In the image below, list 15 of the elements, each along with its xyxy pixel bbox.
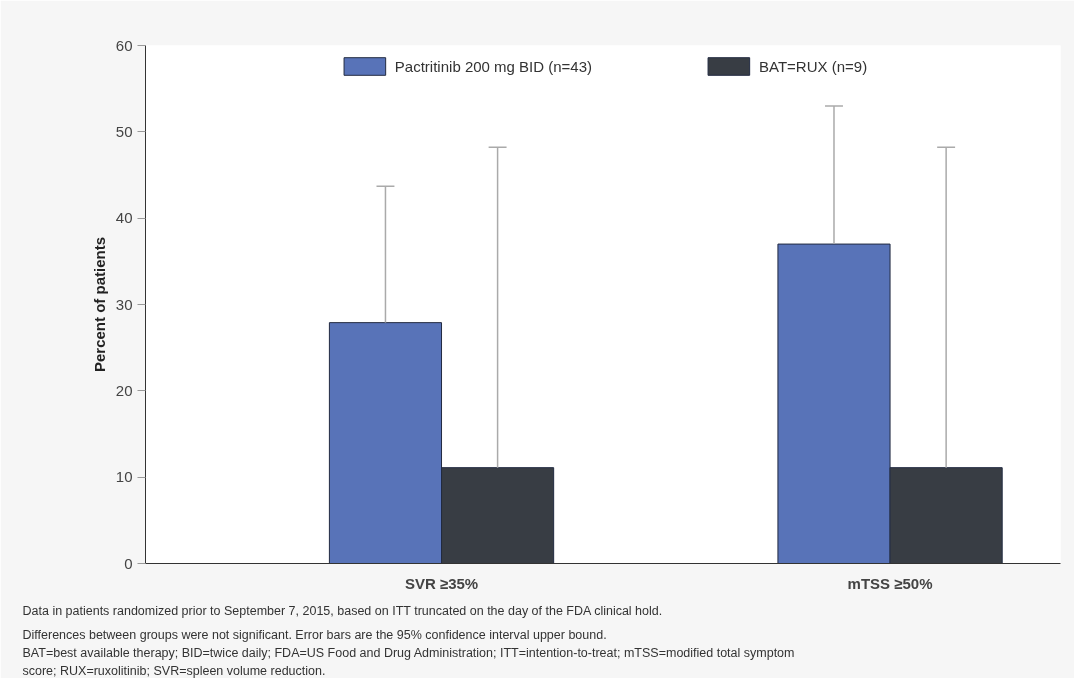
y-axis-title: Percent of patients	[90, 236, 108, 373]
y-tick-label: 0	[124, 554, 133, 572]
legend-label: Pactritinib 200 mg BID (n=43)	[394, 57, 593, 75]
y-tick-label: 10	[115, 468, 133, 486]
y-tick-label: 20	[115, 381, 133, 399]
y-tick-label: 40	[115, 209, 133, 227]
y-tick-label: 30	[115, 295, 133, 313]
y-tick-label: 50	[115, 122, 133, 140]
x-tick-label: mTSS ≥50%	[847, 574, 933, 592]
text: Differences between groups were not significant. Error bars are the 95% confidence interval upper bound.	[22, 627, 607, 642]
y-tick-label: 60	[115, 36, 133, 54]
text: Data in patients randomized prior to September 7, 2015, based on ITT truncated on the day of the FDA clinical hold.	[22, 603, 663, 618]
legend-label: BAT=RUX (n=9)	[759, 57, 868, 75]
text: BAT=best available therapy; BID=twice daily; FDA=US Food and Drug Administration; ITT=intention-to-treat; mTSS=modified total symptom score; RUX=ruxolitinib; SVR=spleen volume reduction.	[22, 645, 795, 678]
x-tick-label: SVR ≥35%	[404, 574, 479, 592]
